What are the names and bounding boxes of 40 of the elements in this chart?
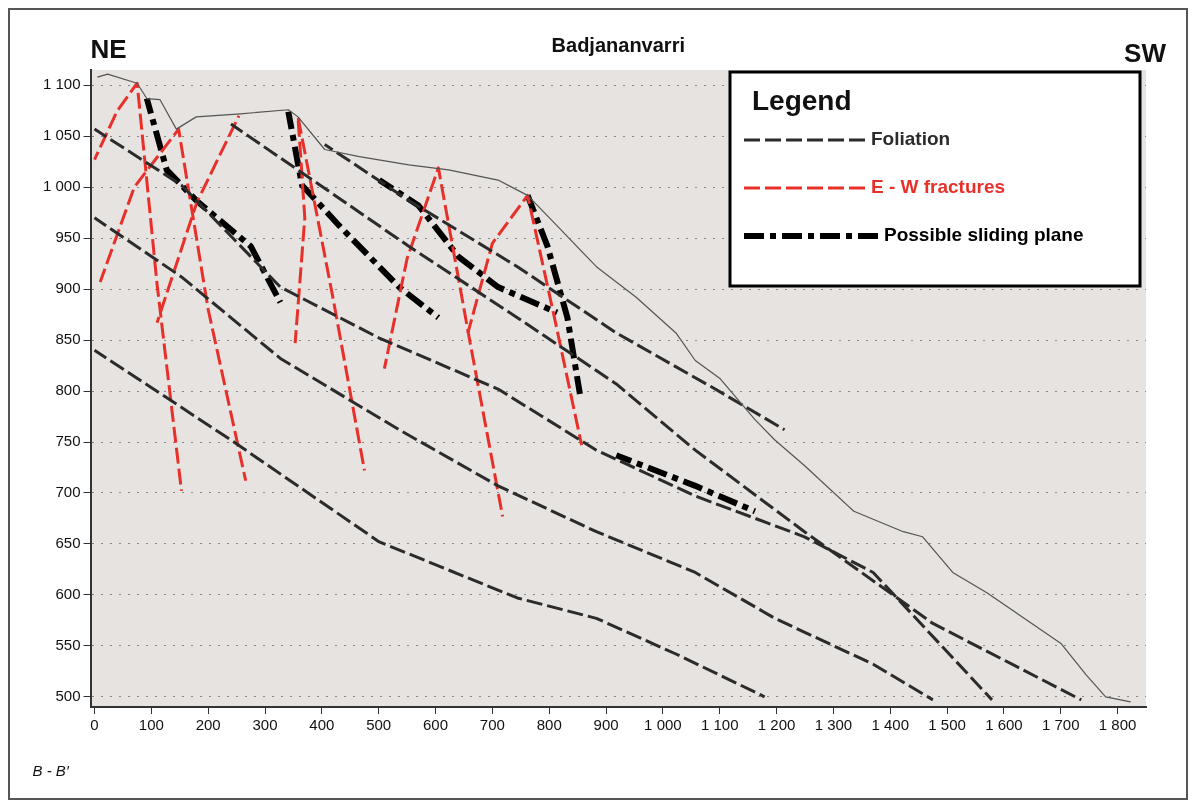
y-tick-label: 500 (55, 686, 81, 704)
x-tick-label: 200 (195, 716, 221, 734)
x-tick-label: 1 700 (1041, 716, 1080, 734)
y-tick-label: 800 (55, 381, 81, 399)
y-tick-label: 1 100 (42, 75, 81, 93)
y-tick-label: 1 050 (42, 126, 81, 144)
y-tick-label: 600 (55, 585, 81, 603)
x-tick-label: 1 800 (1098, 716, 1137, 734)
legend-title: Legend (752, 84, 852, 116)
x-tick-label: 1 600 (985, 716, 1023, 734)
chart-title: Badjananvarri (551, 33, 685, 56)
x-tick-label: 1 200 (757, 716, 796, 734)
text: Foliation (871, 128, 951, 150)
text: B - B′ (32, 761, 70, 779)
x-tick-label: 300 (252, 716, 278, 734)
x-tick-label: 1 400 (871, 716, 910, 734)
x-tick-label: 1 100 (700, 716, 739, 734)
y-tick-label: 1 000 (42, 177, 81, 195)
y-tick-label: 950 (55, 228, 81, 246)
y-tick-label: 550 (55, 635, 81, 653)
x-tick-label: 900 (593, 716, 619, 734)
y-tick-label: 900 (55, 279, 81, 297)
text: E - W fractures (871, 176, 1006, 198)
x-tick-label: 800 (536, 716, 562, 734)
x-tick-label: 600 (423, 716, 449, 734)
y-tick-label: 700 (55, 483, 81, 501)
x-tick-label: 1 300 (814, 716, 853, 734)
y-tick-label: 650 (55, 534, 81, 552)
x-tick-label: 1 500 (928, 716, 966, 734)
y-tick-label: 750 (55, 432, 81, 450)
x-tick-label: 700 (479, 716, 505, 734)
text: NE (90, 34, 127, 65)
text: SW (1124, 38, 1167, 69)
x-tick-label: 0 (90, 716, 99, 734)
y-tick-label: 850 (55, 330, 81, 348)
x-tick-label: 100 (138, 716, 164, 734)
x-tick-label: 500 (366, 716, 392, 734)
x-tick-label: 1 000 (644, 716, 682, 734)
text: Possible sliding plane (884, 224, 1084, 246)
x-tick-label: 400 (309, 716, 335, 734)
